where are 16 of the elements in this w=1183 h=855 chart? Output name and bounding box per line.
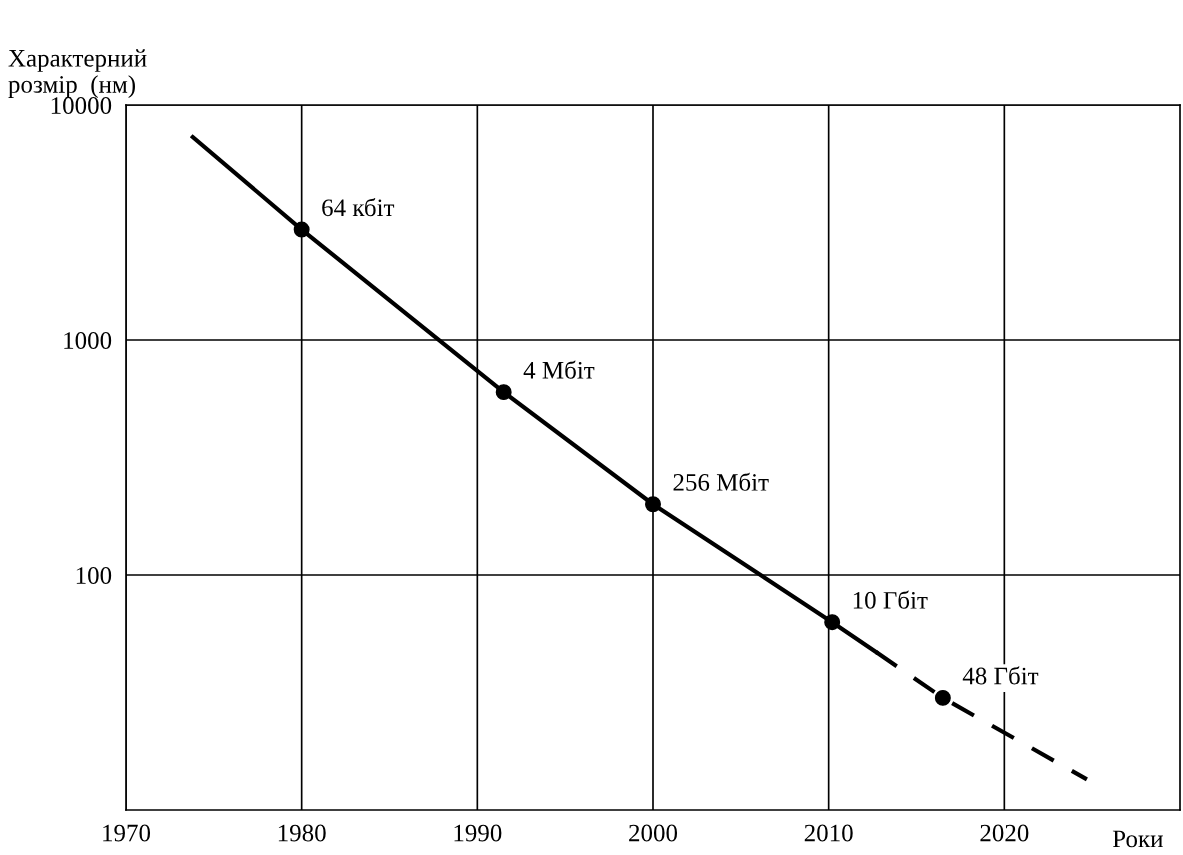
x-tick-label: 1980: [278, 824, 326, 842]
y-tick-label: 1000: [64, 332, 112, 349]
x-axis-title: Роки: [1112, 830, 1163, 848]
y-tick-label: 10000: [51, 97, 112, 114]
annotation: 10 Гбіт: [853, 590, 928, 609]
annotation: 48 Гбіт: [962, 666, 1039, 685]
annotation: 64 кбіт: [322, 198, 395, 217]
x-tick-label: 1990: [454, 824, 502, 842]
y-axis-title: Характерний розмір (нм): [8, 49, 147, 98]
y-tick-label: 100: [76, 567, 112, 584]
x-tick-label: 2000: [629, 824, 678, 842]
annotation: 256 Мбіт: [673, 472, 769, 491]
x-tick-label: 2020: [980, 824, 1029, 842]
x-tick-label: 1970: [103, 824, 151, 842]
annotation: 4 Мбіт: [523, 360, 595, 379]
x-tick-label: 2010: [804, 824, 853, 842]
